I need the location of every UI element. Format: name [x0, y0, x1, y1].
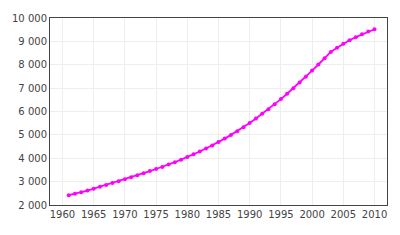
svg-text:8 000: 8 000	[18, 59, 47, 70]
svg-text:5 000: 5 000	[18, 129, 47, 140]
svg-text:1965: 1965	[81, 209, 106, 220]
svg-text:1960: 1960	[50, 209, 75, 220]
svg-text:1990: 1990	[237, 209, 262, 220]
svg-text:1985: 1985	[206, 209, 231, 220]
svg-text:2010: 2010	[362, 209, 387, 220]
svg-text:2 000: 2 000	[18, 200, 47, 211]
svg-text:6 000: 6 000	[18, 106, 47, 117]
svg-text:7 000: 7 000	[18, 83, 47, 94]
svg-text:2005: 2005	[331, 209, 356, 220]
svg-text:2000: 2000	[299, 209, 324, 220]
svg-text:1995: 1995	[268, 209, 293, 220]
svg-text:1970: 1970	[112, 209, 137, 220]
svg-text:10 000: 10 000	[12, 13, 47, 24]
svg-text:1980: 1980	[175, 209, 200, 220]
svg-text:4 000: 4 000	[18, 153, 47, 164]
svg-text:1975: 1975	[143, 209, 168, 220]
svg-text:3 000: 3 000	[18, 176, 47, 187]
svg-text:9 000: 9 000	[18, 36, 47, 47]
